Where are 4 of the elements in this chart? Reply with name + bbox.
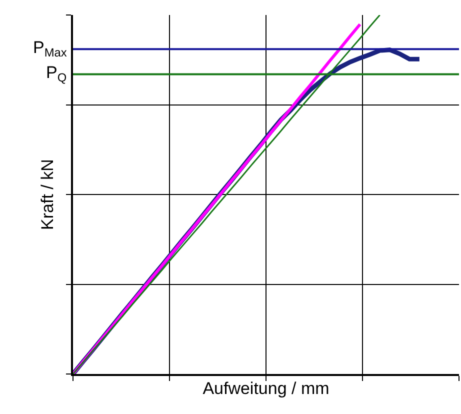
ref-line-label: P$_{Q}$	[46, 63, 67, 85]
ref-line-label: P$_{Max}$	[33, 38, 67, 60]
y-axis-title: Kraft / kN	[38, 159, 58, 230]
x-axis-title: Aufweitung / mm	[202, 378, 330, 398]
